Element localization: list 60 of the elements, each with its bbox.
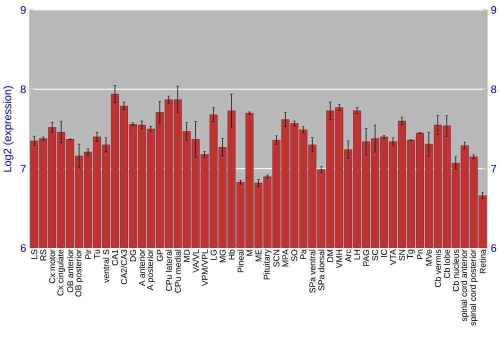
y-tick-label: 6 [20,244,26,252]
x-tick-label: Cb lobe [444,250,450,278]
x-tick-label: spinal cord anterior [460,249,469,322]
x-tick-label: Pa [300,249,306,259]
x-tick-label: ventral S [102,250,110,283]
y-tick-label: 7 [20,164,26,172]
x-tick-label: CA1 [112,250,118,266]
y-tick-label: 8 [20,85,26,94]
x-tick-label: ME [256,249,262,262]
x-tick-label: OB posterior [75,249,84,296]
x-tick-label: SCN [273,250,280,267]
x-tick-label: Tu [94,250,100,259]
x-tick-label: M [246,250,252,256]
x-tick-label: GP [156,250,163,261]
x-tick-label: spinal cord posterior [470,249,478,326]
x-tick-label: DG [130,250,136,262]
x-tick-label: LG [210,250,217,260]
x-tick-label: MVe [426,249,432,266]
x-tick-label: LS [31,250,38,259]
x-tick-label: SN [398,250,405,261]
x-tick-label: Retina [480,249,486,273]
x-tick-label: A anterior [138,249,145,286]
x-tick-label: SC [372,249,378,261]
x-tick-label: VPM/VPL [202,249,208,286]
x-tick-label: MD [184,250,190,262]
x-tick-label: Cb nucleus [452,249,459,292]
x-tick-label: VTA [390,249,396,265]
x-tick-label: SO [291,250,298,261]
x-tick-label: VMH [336,250,342,268]
x-tick-label: CPu lateral [166,250,172,291]
y2-tick-label: 8 [491,85,496,94]
x-tick-label: RS [40,250,46,260]
x-tick-label: PAG [363,250,370,266]
x-tick-label: Cx cingulate [57,250,66,296]
x-tick-label: Pir [84,249,92,259]
x-tick-label: Cx motor [49,249,56,284]
x-tick-label: CA2/CA3 [120,249,128,284]
x-tick-label: IC [381,249,388,257]
x-tick-label: Hb [228,249,235,260]
x-tick-label: Arc [345,249,352,262]
y-axis-title: Log2 (expression) [3,86,14,172]
x-tick-label: CPu medial [174,250,181,293]
y2-tick-label: 9 [491,6,496,14]
x-tick-label: SPa ventral [309,250,316,293]
x-tick-label: A posterior [146,249,155,290]
x-tick-label: Pineal [237,250,244,272]
x-tick-label: SPa dorsal [318,250,324,290]
x-tick-label: LH [354,250,360,260]
x-tick-label: Tg [407,250,415,259]
x-tick-label: Pituitary [263,249,272,280]
x-tick-label: OB anterior [67,249,74,292]
y-tick-label: 9 [20,6,26,14]
x-tick-label: MPA [282,249,288,266]
x-tick-label: Cb vermis [434,249,441,287]
x-tick-label: MG [220,250,226,262]
x-tick-label: Pn [416,250,423,259]
y2-tick-label: 6 [491,244,496,252]
x-tick-label: DM [327,250,334,262]
x-tick-label: VA/VL [192,249,199,273]
y2-tick-label: 7 [491,164,496,172]
